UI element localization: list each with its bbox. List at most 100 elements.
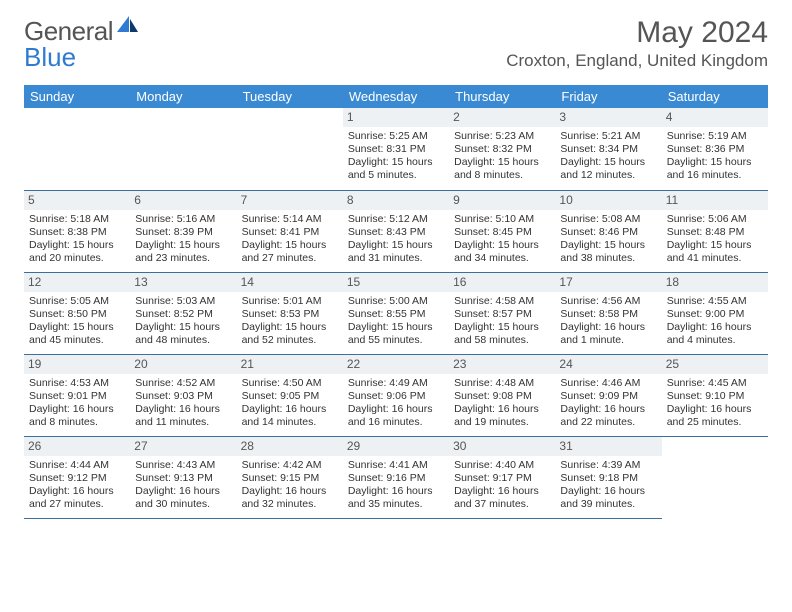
calendar-cell: 1 Sunrise: 5:25 AMSunset: 8:31 PMDaylight… (343, 108, 449, 190)
calendar-cell: 3 Sunrise: 5:21 AMSunset: 8:34 PMDaylight… (555, 108, 661, 190)
calendar-cell (130, 108, 236, 190)
calendar-head: Sunday Monday Tuesday Wednesday Thursday… (24, 85, 768, 108)
day-details: Sunrise: 4:42 AMSunset: 9:15 PMDaylight:… (241, 459, 339, 512)
calendar-row: 1 Sunrise: 5:25 AMSunset: 8:31 PMDaylight… (24, 108, 768, 190)
day-details: Sunrise: 5:25 AMSunset: 8:31 PMDaylight:… (347, 130, 445, 183)
day-number: 16 (449, 273, 555, 292)
day-details: Sunrise: 5:18 AMSunset: 8:38 PMDaylight:… (28, 213, 126, 266)
day-number: 14 (237, 273, 343, 292)
calendar-cell: 22Sunrise: 4:49 AMSunset: 9:06 PMDayligh… (343, 354, 449, 436)
day-details: Sunrise: 4:52 AMSunset: 9:03 PMDaylight:… (134, 377, 232, 430)
day-number: 21 (237, 355, 343, 374)
calendar-cell: 25 Sunrise: 4:45 AMSunset: 9:10 PMDayligh… (662, 354, 768, 436)
day-number: 8 (343, 191, 449, 210)
day-details: Sunrise: 4:43 AMSunset: 9:13 PMDaylight:… (134, 459, 232, 512)
logo-text-blue: Blue (24, 42, 76, 73)
day-details: Sunrise: 4:41 AMSunset: 9:16 PMDaylight:… (347, 459, 445, 512)
calendar-cell (237, 108, 343, 190)
day-number: 10 (555, 191, 661, 210)
day-number: 19 (24, 355, 130, 374)
calendar-cell: 17 Sunrise: 4:56 AMSunset: 8:58 PMDayligh… (555, 272, 661, 354)
day-number: 6 (130, 191, 236, 210)
day-details: Sunrise: 5:00 AMSunset: 8:55 PMDaylight:… (347, 295, 445, 348)
title-location: Croxton, England, United Kingdom (506, 51, 768, 71)
calendar-row: 26Sunrise: 4:44 AMSunset: 9:12 PMDayligh… (24, 436, 768, 518)
day-number: 2 (449, 108, 555, 127)
day-details: Sunrise: 5:21 AMSunset: 8:34 PMDaylight:… (559, 130, 657, 183)
calendar-cell: 10 Sunrise: 5:08 AMSunset: 8:46 PMDayligh… (555, 190, 661, 272)
calendar-cell: 6Sunrise: 5:16 AMSunset: 8:39 PMDaylight… (130, 190, 236, 272)
day-details: Sunrise: 4:46 AMSunset: 9:09 PMDaylight:… (559, 377, 657, 430)
day-number: 12 (24, 273, 130, 292)
weekday-header: Tuesday (237, 85, 343, 108)
day-details: Sunrise: 4:45 AMSunset: 9:10 PMDaylight:… (666, 377, 764, 430)
day-details: Sunrise: 4:39 AMSunset: 9:18 PMDaylight:… (559, 459, 657, 512)
calendar-cell: 8 Sunrise: 5:12 AMSunset: 8:43 PMDaylight… (343, 190, 449, 272)
calendar-cell: 13Sunrise: 5:03 AMSunset: 8:52 PMDayligh… (130, 272, 236, 354)
day-number: 18 (662, 273, 768, 292)
day-number: 11 (662, 191, 768, 210)
calendar-cell: 7 Sunrise: 5:14 AMSunset: 8:41 PMDaylight… (237, 190, 343, 272)
day-details: Sunrise: 4:56 AMSunset: 8:58 PMDaylight:… (559, 295, 657, 348)
weekday-header: Saturday (662, 85, 768, 108)
calendar-cell: 14Sunrise: 5:01 AMSunset: 8:53 PMDayligh… (237, 272, 343, 354)
day-details: Sunrise: 5:08 AMSunset: 8:46 PMDaylight:… (559, 213, 657, 266)
day-number: 27 (130, 437, 236, 456)
day-number: 17 (555, 273, 661, 292)
day-number: 1 (343, 108, 449, 127)
header: General May 2024 Croxton, England, Unite… (24, 16, 768, 71)
day-details: Sunrise: 5:19 AMSunset: 8:36 PMDaylight:… (666, 130, 764, 183)
calendar-cell: 12 Sunrise: 5:05 AMSunset: 8:50 PMDayligh… (24, 272, 130, 354)
weekday-header: Monday (130, 85, 236, 108)
day-number: 23 (449, 355, 555, 374)
day-number: 29 (343, 437, 449, 456)
calendar-cell: 19Sunrise: 4:53 AMSunset: 9:01 PMDayligh… (24, 354, 130, 436)
day-details: Sunrise: 5:10 AMSunset: 8:45 PMDaylight:… (453, 213, 551, 266)
day-number: 4 (662, 108, 768, 127)
calendar-cell: 29 Sunrise: 4:41 AMSunset: 9:16 PMDayligh… (343, 436, 449, 518)
day-details: Sunrise: 5:23 AMSunset: 8:32 PMDaylight:… (453, 130, 551, 183)
calendar-row: 12 Sunrise: 5:05 AMSunset: 8:50 PMDayligh… (24, 272, 768, 354)
weekday-header: Wednesday (343, 85, 449, 108)
day-details: Sunrise: 4:48 AMSunset: 9:08 PMDaylight:… (453, 377, 551, 430)
calendar-cell (662, 436, 768, 518)
weekday-header: Sunday (24, 85, 130, 108)
day-number: 30 (449, 437, 555, 456)
sail-icon (117, 16, 139, 39)
calendar-cell: 21Sunrise: 4:50 AMSunset: 9:05 PMDayligh… (237, 354, 343, 436)
day-number: 5 (24, 191, 130, 210)
calendar-cell: 27 Sunrise: 4:43 AMSunset: 9:13 PMDayligh… (130, 436, 236, 518)
calendar-cell: 2 Sunrise: 5:23 AMSunset: 8:32 PMDaylight… (449, 108, 555, 190)
calendar-cell: 24Sunrise: 4:46 AMSunset: 9:09 PMDayligh… (555, 354, 661, 436)
day-number: 25 (662, 355, 768, 374)
calendar-cell: 18Sunrise: 4:55 AMSunset: 9:00 PMDayligh… (662, 272, 768, 354)
calendar-cell (24, 108, 130, 190)
calendar-row: 5 Sunrise: 5:18 AMSunset: 8:38 PMDaylight… (24, 190, 768, 272)
day-number: 20 (130, 355, 236, 374)
day-number: 7 (237, 191, 343, 210)
day-number: 15 (343, 273, 449, 292)
day-details: Sunrise: 5:06 AMSunset: 8:48 PMDaylight:… (666, 213, 764, 266)
day-details: Sunrise: 5:14 AMSunset: 8:41 PMDaylight:… (241, 213, 339, 266)
calendar-cell: 30 Sunrise: 4:40 AMSunset: 9:17 PMDayligh… (449, 436, 555, 518)
calendar-cell: 31 Sunrise: 4:39 AMSunset: 9:18 PMDayligh… (555, 436, 661, 518)
day-number: 3 (555, 108, 661, 127)
day-number: 9 (449, 191, 555, 210)
calendar-cell: 15 Sunrise: 5:00 AMSunset: 8:55 PMDayligh… (343, 272, 449, 354)
calendar-cell: 16 Sunrise: 4:58 AMSunset: 8:57 PMDayligh… (449, 272, 555, 354)
calendar-cell: 4 Sunrise: 5:19 AMSunset: 8:36 PMDaylight… (662, 108, 768, 190)
day-details: Sunrise: 4:44 AMSunset: 9:12 PMDaylight:… (28, 459, 126, 512)
day-number: 31 (555, 437, 661, 456)
calendar-row: 19Sunrise: 4:53 AMSunset: 9:01 PMDayligh… (24, 354, 768, 436)
day-number: 13 (130, 273, 236, 292)
day-details: Sunrise: 5:05 AMSunset: 8:50 PMDaylight:… (28, 295, 126, 348)
day-details: Sunrise: 4:40 AMSunset: 9:17 PMDaylight:… (453, 459, 551, 512)
title-month: May 2024 (506, 16, 768, 49)
day-details: Sunrise: 5:12 AMSunset: 8:43 PMDaylight:… (347, 213, 445, 266)
calendar-cell: 26Sunrise: 4:44 AMSunset: 9:12 PMDayligh… (24, 436, 130, 518)
title-block: May 2024 Croxton, England, United Kingdo… (506, 16, 768, 71)
calendar-cell: 28Sunrise: 4:42 AMSunset: 9:15 PMDayligh… (237, 436, 343, 518)
day-number: 22 (343, 355, 449, 374)
day-details: Sunrise: 4:58 AMSunset: 8:57 PMDaylight:… (453, 295, 551, 348)
calendar-cell: 5 Sunrise: 5:18 AMSunset: 8:38 PMDaylight… (24, 190, 130, 272)
